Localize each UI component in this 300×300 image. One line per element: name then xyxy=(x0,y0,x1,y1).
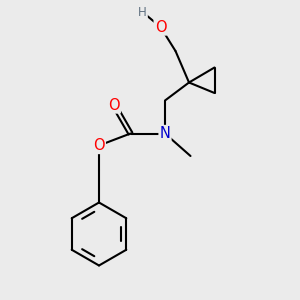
Text: O: O xyxy=(155,20,166,34)
Text: O: O xyxy=(108,98,120,112)
Text: N: N xyxy=(160,126,170,141)
Text: O: O xyxy=(93,138,105,153)
Text: H: H xyxy=(138,5,147,19)
